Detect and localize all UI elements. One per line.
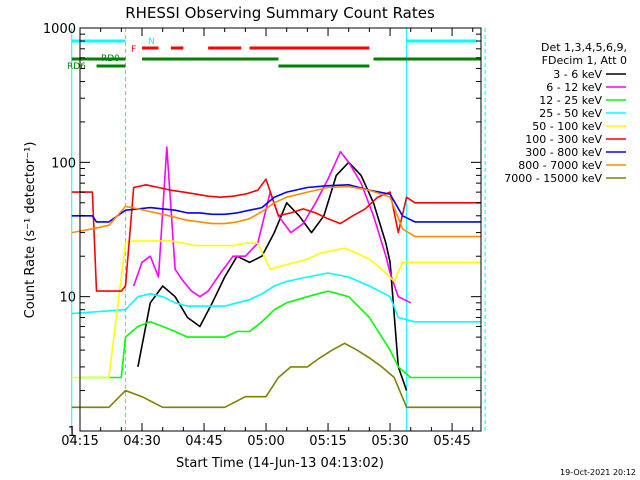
x-tick-label-3: 05:00	[247, 434, 284, 449]
x-tick-label-4: 05:15	[309, 434, 346, 449]
series-line-300-800-kev	[71, 184, 481, 223]
legend-label-100-300-kev: 100 - 300 keV	[525, 133, 602, 146]
flag-layer: N F RD0 RD6	[67, 37, 481, 72]
y-axis-label: Count Rate (s⁻¹ detector⁻¹)	[23, 142, 38, 319]
series-line-6-12-kev	[132, 146, 412, 304]
flag-label-rd0: RD0	[101, 54, 120, 64]
series-line-800-7000-kev	[71, 185, 481, 238]
legend-label-7000-15000-kev: 7000 - 15000 keV	[504, 172, 602, 185]
x-tick-label-6: 05:45	[433, 434, 470, 449]
x-tick-label-2: 04:45	[185, 434, 222, 449]
y-tick-label-0: 1	[68, 425, 76, 440]
series-line-25-50-kev	[71, 272, 481, 323]
x-tick-label-5: 05:30	[371, 434, 408, 449]
flag-label-n: N	[148, 37, 155, 47]
legend-label-6-12-kev: 6 - 12 keV	[546, 81, 602, 94]
legend-label-800-7000-kev: 800 - 7000 keV	[518, 159, 602, 172]
series-line-50-100-kev	[71, 240, 481, 379]
legend-label-3-6-kev: 3 - 6 keV	[553, 68, 602, 81]
legend: Det 1,3,4,5,6,9, FDecim 1, Att 0 3 - 6 k…	[504, 41, 627, 185]
y-tick-label-1: 10	[59, 291, 76, 306]
night-shading-layer	[71, 28, 486, 431]
plot-frame	[79, 27, 482, 432]
flag-label-f: F	[131, 45, 136, 55]
series-line-12-25-kev	[80, 290, 481, 379]
legend-label-300-800-kev: 300 - 800 keV	[525, 146, 602, 159]
legend-label-25-50-kev: 25 - 50 keV	[539, 107, 602, 120]
series-line-7000-15000-kev	[71, 342, 481, 409]
x-tick-label-0: 04:15	[61, 434, 98, 449]
x-axis-label: Start Time (14-Jun-13 04:13:02)	[176, 456, 384, 471]
axis-layer: 04:15 04:30 04:45 05:00 05:15 05:30 05:45 1 10 10…	[43, 22, 481, 449]
legend-label-12-25-kev: 12 - 25 keV	[539, 94, 602, 107]
y-tick-label-2: 100	[51, 156, 76, 171]
x-tick-label-1: 04:30	[123, 434, 160, 449]
legend-header-line-1: Det 1,3,4,5,6,9,	[541, 41, 627, 54]
chart-title: RHESSI Observing Summary Count Rates	[125, 4, 435, 22]
series-layer	[71, 146, 481, 409]
timestamp: 19-Oct-2021 20:12	[560, 468, 636, 477]
legend-header-line-2: FDecim 1, Att 0	[542, 54, 627, 67]
y-tick-label-3: 1000	[43, 22, 76, 37]
flag-label-rd6: RD6	[67, 62, 86, 72]
legend-label-50-100-kev: 50 - 100 keV	[532, 120, 602, 133]
